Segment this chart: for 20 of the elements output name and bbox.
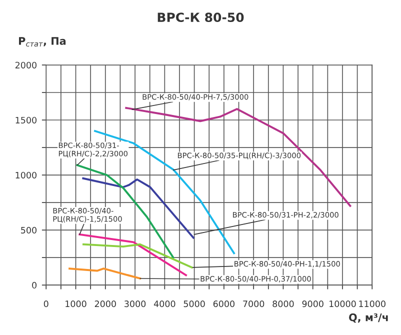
x-axis-title: Q, м³/ч bbox=[349, 313, 388, 323]
x-tick-label: 8000 bbox=[272, 300, 294, 308]
x-tick-label: 6000 bbox=[213, 300, 234, 308]
x-tick-label: 9000 bbox=[302, 300, 324, 308]
y-tick-label: 0 bbox=[32, 282, 37, 289]
y-tick-label: 1500 bbox=[16, 116, 37, 124]
x-tick-label: 3000 bbox=[124, 300, 146, 308]
x-tick-label: 5000 bbox=[184, 300, 205, 308]
x-tick-label: 2000 bbox=[94, 300, 116, 308]
y-tick-label: 1000 bbox=[16, 172, 37, 178]
x-tick-label: 1000 bbox=[66, 300, 86, 308]
y-tick-label: 2000 bbox=[15, 62, 37, 68]
x-tick-label: 7000 bbox=[243, 300, 264, 308]
x-tick-label: 10000 bbox=[330, 300, 356, 308]
y-tick-label: 500 bbox=[21, 226, 37, 234]
x-tick-label: 4000 bbox=[154, 300, 176, 308]
x-tick-label: 0 bbox=[44, 300, 48, 308]
chart-title: ВРС-К 80-50 bbox=[158, 12, 244, 22]
x-tick-label: 11000 bbox=[359, 300, 386, 308]
y-axis-title: P$_{стат}$, Па bbox=[19, 37, 66, 47]
